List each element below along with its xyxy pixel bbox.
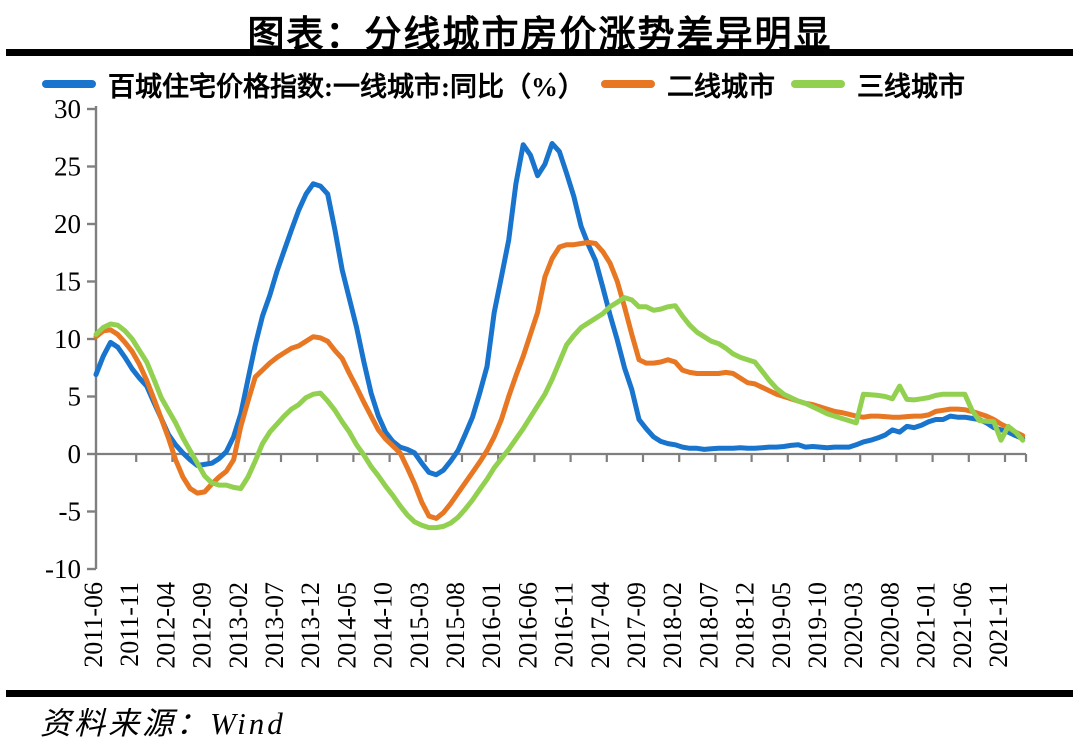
svg-text:0: 0	[68, 439, 82, 469]
svg-text:2014-05: 2014-05	[332, 582, 361, 669]
svg-text:-10: -10	[45, 554, 81, 584]
svg-text:2021-01: 2021-01	[912, 582, 941, 669]
svg-text:25: 25	[54, 152, 81, 182]
svg-text:2015-03: 2015-03	[405, 582, 434, 669]
svg-text:10: 10	[54, 324, 81, 354]
legend-label-first-tier: 百城住宅价格指数:一线城市:同比（%）	[108, 71, 585, 102]
legend-label-third-tier: 三线城市	[856, 71, 965, 102]
legend-label-second-tier: 二线城市	[666, 71, 775, 102]
svg-text:5: 5	[68, 382, 82, 412]
svg-text:2019-10: 2019-10	[803, 582, 832, 669]
data-source-note: 资料来源：Wind	[40, 706, 286, 741]
svg-text:2012-04: 2012-04	[151, 582, 180, 669]
series-line-first-tier	[93, 141, 1026, 478]
svg-text:2013-12: 2013-12	[296, 582, 325, 669]
svg-text:2019-05: 2019-05	[767, 582, 796, 669]
svg-text:30: 30	[54, 100, 81, 124]
svg-text:2011-06: 2011-06	[79, 582, 108, 668]
svg-text:2021-11: 2021-11	[984, 582, 1013, 668]
svg-text:2017-04: 2017-04	[586, 582, 615, 669]
x-axis-labels: 2011-06 2011-11 2012-04 2012-09 2013-02 2013-…	[79, 582, 1013, 669]
first-tier-line-swatch-icon	[42, 80, 96, 88]
top-divider-rule	[6, 49, 1073, 56]
series-line-third-tier	[93, 295, 1026, 531]
svg-text:2018-07: 2018-07	[694, 582, 723, 669]
series-line-second-tier	[93, 239, 1026, 521]
svg-text:2017-09: 2017-09	[622, 582, 651, 669]
svg-text:2014-10: 2014-10	[369, 582, 398, 669]
svg-text:2018-12: 2018-12	[731, 582, 760, 669]
legend-item-first-tier: 百城住宅价格指数:一线城市:同比（%）	[42, 65, 585, 104]
svg-text:2018-02: 2018-02	[658, 582, 687, 669]
y-axis-labels: 30 25 20 15 10 5 0 -5 -10	[45, 100, 81, 584]
svg-text:2020-03: 2020-03	[839, 582, 868, 669]
bottom-divider-rule	[6, 690, 1073, 697]
svg-text:2011-11: 2011-11	[115, 582, 144, 667]
legend-item-second-tier: 二线城市	[600, 65, 775, 104]
svg-text:2015-08: 2015-08	[441, 582, 470, 669]
svg-text:20: 20	[54, 209, 81, 239]
svg-text:2012-09: 2012-09	[188, 582, 217, 669]
svg-text:-5: -5	[59, 497, 82, 527]
legend-item-third-tier: 三线城市	[790, 65, 965, 104]
third-tier-line-swatch-icon	[790, 80, 845, 88]
svg-text:15: 15	[54, 267, 81, 297]
legend: 百城住宅价格指数:一线城市:同比（%） 二线城市 三线城市	[42, 66, 1060, 102]
svg-text:2016-06: 2016-06	[513, 582, 542, 669]
svg-text:2021-06: 2021-06	[948, 582, 977, 669]
svg-text:2020-08: 2020-08	[875, 582, 904, 669]
svg-text:2013-07: 2013-07	[260, 582, 289, 669]
x-axis	[95, 452, 1028, 462]
svg-text:2013-02: 2013-02	[224, 582, 253, 669]
svg-text:2016-01: 2016-01	[477, 582, 506, 669]
svg-text:2016-11: 2016-11	[550, 582, 579, 668]
second-tier-line-swatch-icon	[600, 80, 655, 88]
